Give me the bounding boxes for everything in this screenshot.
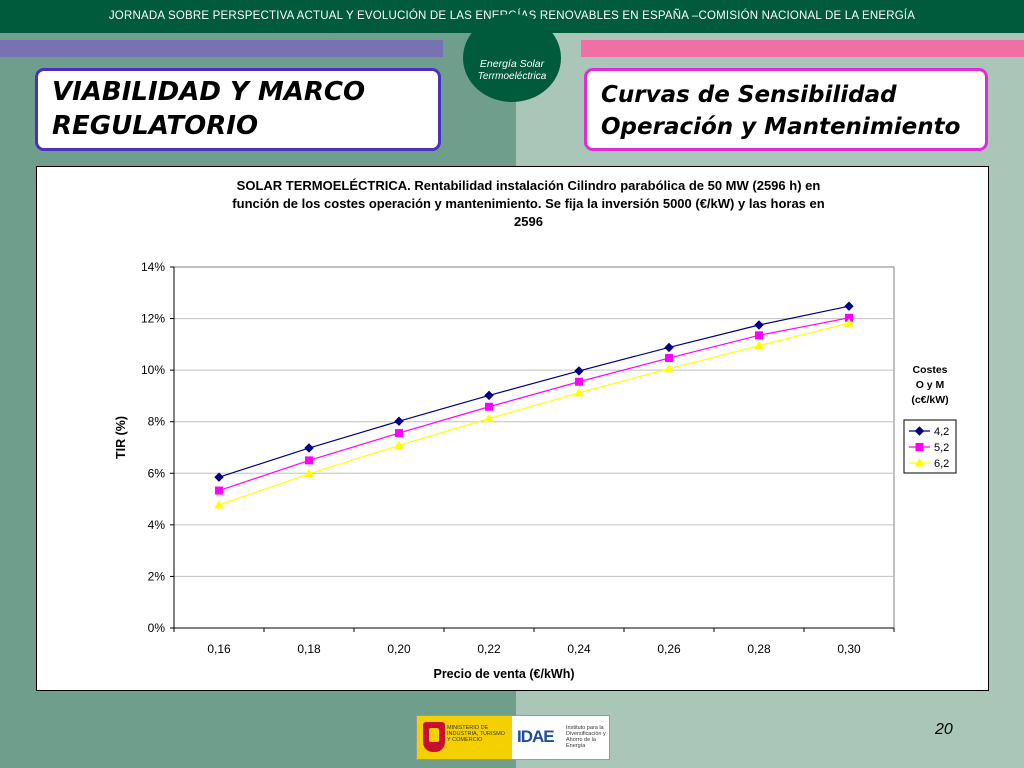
footer-logos: MINISTERIO DE INDUSTRIA, TURISMO Y COMER… <box>416 715 610 760</box>
data-point <box>574 366 584 376</box>
data-point <box>755 331 763 340</box>
series-line-1 <box>218 317 850 492</box>
x-tick-label: 0,28 <box>747 642 771 656</box>
chart-title-line2: función de los costes operación y manten… <box>232 196 825 211</box>
slide-title-line2: Operación y Mantenimiento <box>601 114 961 140</box>
x-tick-label: 0,30 <box>837 642 861 656</box>
chart-title-line3: 2596 <box>514 214 543 229</box>
y-tick-label: 14% <box>141 260 165 274</box>
data-point <box>394 440 404 449</box>
chart-container: SOLAR TERMOELÉCTRICA. Rentabilidad insta… <box>36 166 989 691</box>
page-number: 20 <box>935 721 953 738</box>
y-tick-label: 8% <box>148 415 166 429</box>
coat-of-arms-icon <box>423 722 445 752</box>
data-point <box>574 387 584 397</box>
stripe-left <box>0 40 443 57</box>
ministry-text: MINISTERIO DE INDUSTRIA, TURISMO Y COMER… <box>447 725 505 743</box>
data-point <box>395 429 403 438</box>
data-point <box>754 340 764 350</box>
data-point <box>575 377 583 386</box>
x-tick-label: 0,18 <box>297 642 321 656</box>
slide-title-line1: Curvas de Sensibilidad <box>601 82 897 108</box>
idae-logo: IDAE Instituto para la Diversificación y… <box>514 716 609 759</box>
data-point <box>844 318 854 327</box>
data-point <box>484 390 494 401</box>
data-point <box>664 342 674 353</box>
chart-title-line1: SOLAR TERMOELÉCTRICA. Rentabilidad insta… <box>236 178 821 193</box>
x-axis-label: Precio de venta (€/kWh) <box>433 667 574 681</box>
section-title-line2: REGULATORIO <box>52 111 259 141</box>
legend-entry-label: 4,2 <box>934 426 949 438</box>
slide-title-box: Curvas de Sensibilidad Operación y Mante… <box>584 68 988 151</box>
y-tick-label: 6% <box>148 466 166 480</box>
chart-title: SOLAR TERMOELÉCTRICA. Rentabilidad insta… <box>187 177 870 231</box>
y-tick-label: 10% <box>141 363 165 377</box>
legend-marker <box>914 457 925 467</box>
legend-title-line1: Costes <box>912 364 947 376</box>
y-axis-label: TIR (%) <box>114 416 128 459</box>
x-tick-label: 0,22 <box>477 642 501 656</box>
chart-svg: 0% 2% 4% 6% 8% 10% 12% 14% 0,16 0,18 0,20 0,22 0,24 0… <box>114 260 957 681</box>
legend-entry-label: 5,2 <box>934 442 949 454</box>
data-point <box>664 363 674 373</box>
data-point <box>304 468 314 478</box>
data-point <box>484 413 494 423</box>
x-tick-label: 0,20 <box>387 642 411 656</box>
badge-line1: Energía Solar <box>479 58 545 70</box>
topic-badge: Energía Solar Terrmoeléctrica <box>463 14 561 102</box>
x-tick-label: 0,16 <box>207 642 231 656</box>
y-tick-label: 2% <box>148 569 166 583</box>
badge-line2: Terrmoeléctrica <box>477 71 547 82</box>
idae-mark: IDAE <box>517 727 555 746</box>
legend-entry-label: 6,2 <box>934 458 949 470</box>
legend-title-line2: O y M <box>916 379 945 391</box>
data-point <box>215 486 223 495</box>
x-tick-label: 0,24 <box>567 642 591 656</box>
legend-marker <box>914 426 925 436</box>
series-line-2 <box>218 322 850 506</box>
data-point <box>665 354 673 363</box>
legend-marker <box>915 443 924 451</box>
data-point <box>214 472 224 482</box>
data-point <box>844 301 854 311</box>
data-point <box>304 443 314 453</box>
x-tick-label: 0,26 <box>657 642 681 656</box>
stripe-right <box>581 40 1024 57</box>
idae-text: Instituto para la Diversificación y Ahor… <box>566 725 606 749</box>
plot-area <box>173 266 895 629</box>
y-tick-label: 4% <box>148 518 166 532</box>
ministry-logo: MINISTERIO DE INDUSTRIA, TURISMO Y COMER… <box>417 716 512 759</box>
legend-title-line3: (c€/kW) <box>911 394 948 406</box>
section-title-box: VIABILIDAD Y MARCO REGULATORIO <box>35 68 441 151</box>
data-point <box>754 320 764 330</box>
data-point <box>214 499 224 509</box>
y-tick-label: 12% <box>141 312 165 326</box>
series-line-0 <box>218 305 850 478</box>
y-tick-label: 0% <box>148 621 166 635</box>
data-point <box>394 416 404 426</box>
section-title-line1: VIABILIDAD Y MARCO <box>52 77 366 107</box>
data-point <box>485 402 493 411</box>
data-point <box>305 456 313 465</box>
